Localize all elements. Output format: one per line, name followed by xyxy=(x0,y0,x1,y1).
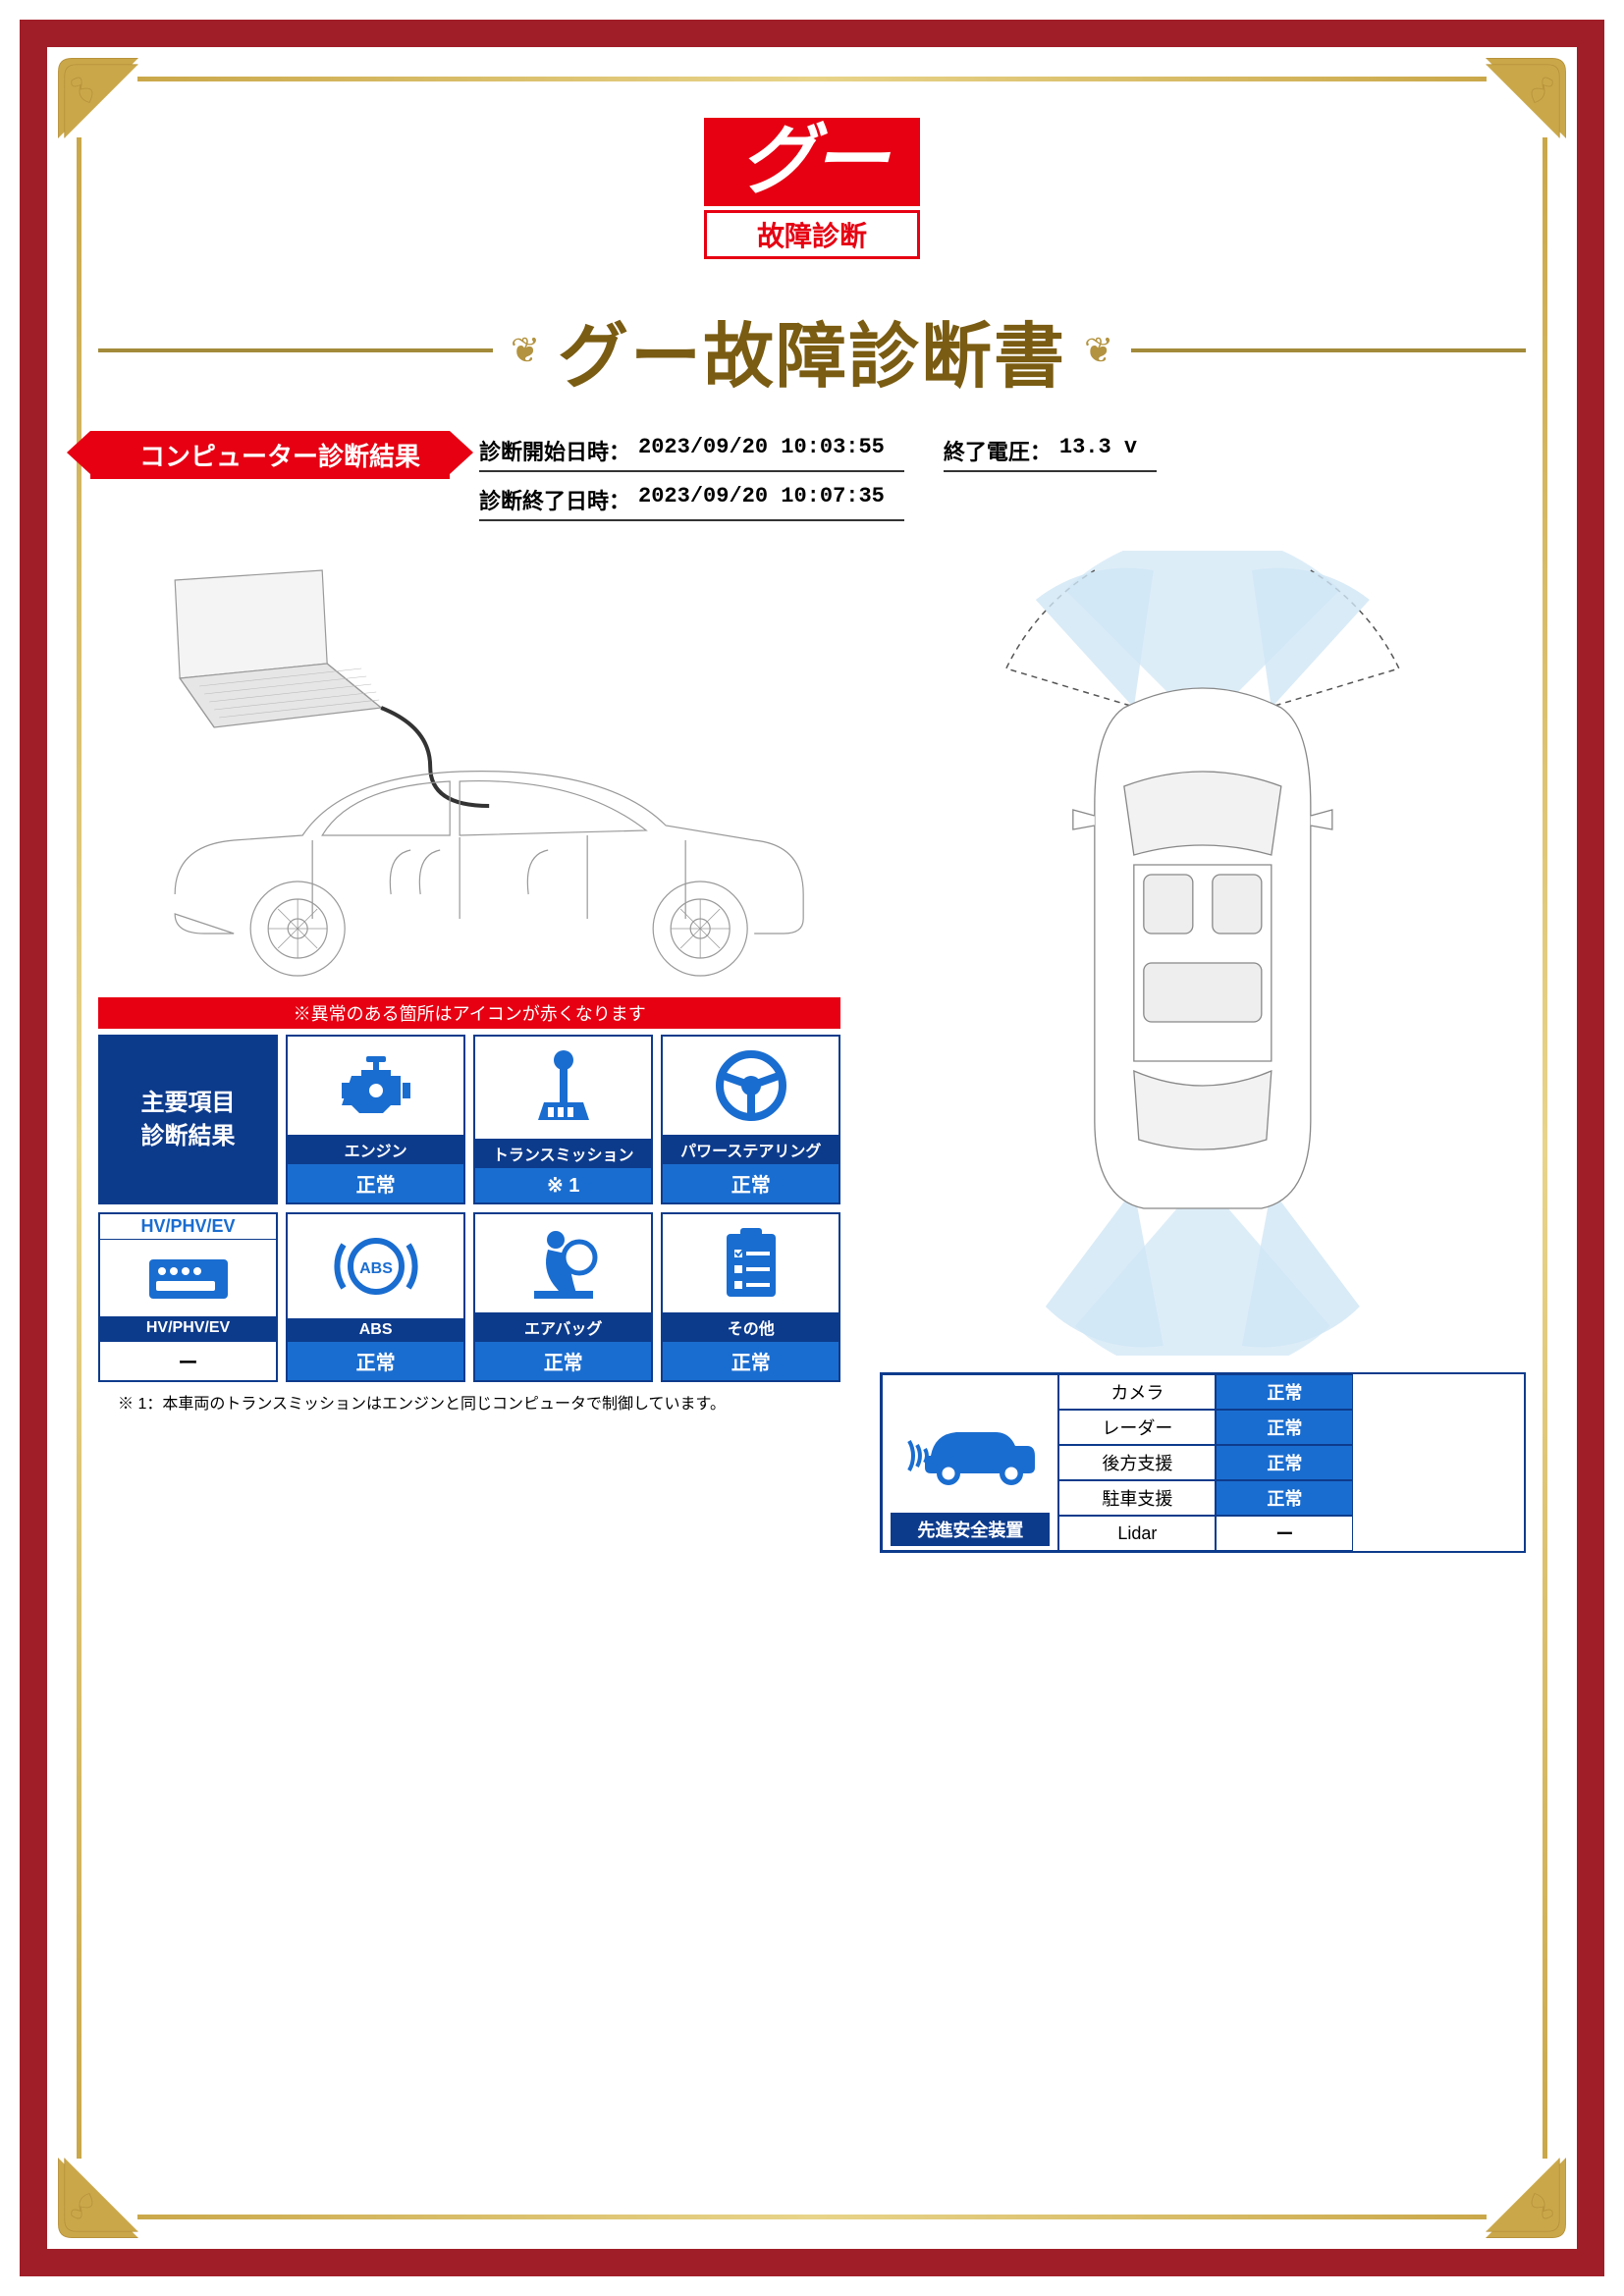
other-label: その他 xyxy=(663,1312,839,1342)
hv-label: HV/PHV/EV xyxy=(100,1316,276,1340)
end-time-field: 診断終了日時： 2023/09/20 10:07:35 xyxy=(479,480,904,521)
gold-border-top xyxy=(137,77,1487,81)
title-rule xyxy=(1131,348,1526,352)
hv-top-label: HV/PHV/EV xyxy=(100,1214,276,1240)
abs-label: ABS xyxy=(288,1318,463,1342)
abs-icon: ABS xyxy=(288,1214,463,1318)
engine-cell: エンジン 正常 xyxy=(286,1035,465,1204)
safety-row-name: Lidar xyxy=(1058,1516,1216,1551)
diagram-left-column: ※異常のある箇所はアイコンが赤くなります 主要項目 診断結果 エンジン 正常 xyxy=(98,551,840,1553)
diagram-row: ※異常のある箇所はアイコンが赤くなります 主要項目 診断結果 エンジン 正常 xyxy=(98,551,1526,1553)
other-status: 正常 xyxy=(663,1342,839,1380)
title-rule xyxy=(98,348,493,352)
content-area: グー 故障診断 ❦ グー故障診断書 ❦ コンピューター診断結果 診断開始日時： … xyxy=(98,98,1526,2198)
icon-grid-section: ※異常のある箇所はアイコンが赤くなります 主要項目 診断結果 エンジン 正常 xyxy=(98,997,840,1414)
transmission-cell: トランスミッション ※ 1 xyxy=(473,1035,653,1204)
diagnostic-header: コンピューター診断結果 診断開始日時： 2023/09/20 10:03:55 … xyxy=(98,431,1526,521)
safety-row-name: レーダー xyxy=(1058,1410,1216,1445)
steering-icon xyxy=(663,1037,839,1135)
icon-grid-header: 主要項目 診断結果 xyxy=(98,1035,278,1204)
end-time-label: 診断終了日時： xyxy=(479,484,630,515)
safety-row-status: 正常 xyxy=(1216,1374,1353,1410)
brand-logo: グー 故障診断 xyxy=(704,118,920,259)
engine-icon xyxy=(288,1037,463,1135)
abs-cell: ABS ABS 正常 xyxy=(286,1212,465,1382)
brand-logo-sub: 故障診断 xyxy=(704,210,920,259)
safety-row-name: 駐車支援 xyxy=(1058,1480,1216,1516)
car-side-diagram xyxy=(98,551,840,983)
document-title: グー故障診断書 xyxy=(558,298,1066,401)
voltage-label: 終了電圧： xyxy=(944,435,1052,466)
safety-header: 先進安全装置 xyxy=(891,1513,1050,1546)
airbag-cell: エアバッグ 正常 xyxy=(473,1212,653,1382)
start-time-label: 診断開始日時： xyxy=(479,435,630,466)
footnote-text: ※ 1：本車両のトランスミッションはエンジンと同じコンピュータで制御しています。 xyxy=(98,1390,840,1414)
svg-text:ABS: ABS xyxy=(359,1260,393,1277)
airbag-label: エアバッグ xyxy=(475,1312,651,1342)
hv-cell: HV/PHV/EV HV/PHV/EV ー xyxy=(98,1212,278,1382)
other-cell: その他 正常 xyxy=(661,1212,840,1382)
start-time-value: 2023/09/20 10:03:55 xyxy=(638,435,885,466)
abs-status: 正常 xyxy=(288,1342,463,1380)
icon-grid-note: ※異常のある箇所はアイコンが赤くなります xyxy=(98,997,840,1029)
brand-logo-text: グー xyxy=(704,118,920,206)
end-time-value: 2023/09/20 10:07:35 xyxy=(638,484,885,515)
hv-status: ー xyxy=(100,1340,276,1380)
hv-icon xyxy=(100,1240,276,1316)
voltage-value: 13.3 v xyxy=(1059,435,1137,466)
transmission-status: ※ 1 xyxy=(475,1168,651,1202)
safety-row-status: 正常 xyxy=(1216,1445,1353,1480)
steering-cell: パワーステアリング 正常 xyxy=(661,1035,840,1204)
steering-status: 正常 xyxy=(663,1164,839,1202)
clipboard-icon xyxy=(663,1214,839,1312)
diagram-right-column: 先進安全装置 カメラ 正常 レーダー 正常 後方支援 正常 駐車支援 正常 Li… xyxy=(880,551,1526,1553)
safety-row-status: 正常 xyxy=(1216,1480,1353,1516)
safety-icon-cell: 先進安全装置 xyxy=(882,1374,1058,1551)
gold-border-right xyxy=(1543,137,1547,2159)
engine-status: 正常 xyxy=(288,1164,463,1202)
car-top-diagram xyxy=(880,551,1526,1356)
icon-grid: 主要項目 診断結果 エンジン 正常 トランスミッション xyxy=(98,1035,840,1382)
start-time-field: 診断開始日時： 2023/09/20 10:03:55 xyxy=(479,431,904,472)
icon-grid-header-text: 主要項目 診断結果 xyxy=(141,1087,236,1152)
safety-row-status: ー xyxy=(1216,1516,1353,1551)
safety-table: 先進安全装置 カメラ 正常 レーダー 正常 後方支援 正常 駐車支援 正常 Li… xyxy=(880,1372,1526,1553)
document-title-row: ❦ グー故障診断書 ❦ xyxy=(98,298,1526,401)
flourish-icon: ❦ xyxy=(1084,330,1113,371)
engine-label: エンジン xyxy=(288,1135,463,1164)
safety-row-name: 後方支援 xyxy=(1058,1445,1216,1480)
gold-border-bottom xyxy=(137,2215,1487,2219)
transmission-label: トランスミッション xyxy=(475,1139,651,1168)
transmission-icon xyxy=(475,1037,651,1139)
steering-label: パワーステアリング xyxy=(663,1135,839,1164)
airbag-icon xyxy=(475,1214,651,1312)
flourish-icon: ❦ xyxy=(511,330,540,371)
voltage-field: 終了電圧： 13.3 v xyxy=(944,431,1157,472)
section-banner: コンピューター診断結果 xyxy=(90,431,450,479)
safety-row-name: カメラ xyxy=(1058,1374,1216,1410)
airbag-status: 正常 xyxy=(475,1342,651,1380)
car-sensor-icon xyxy=(891,1379,1050,1513)
safety-row-status: 正常 xyxy=(1216,1410,1353,1445)
